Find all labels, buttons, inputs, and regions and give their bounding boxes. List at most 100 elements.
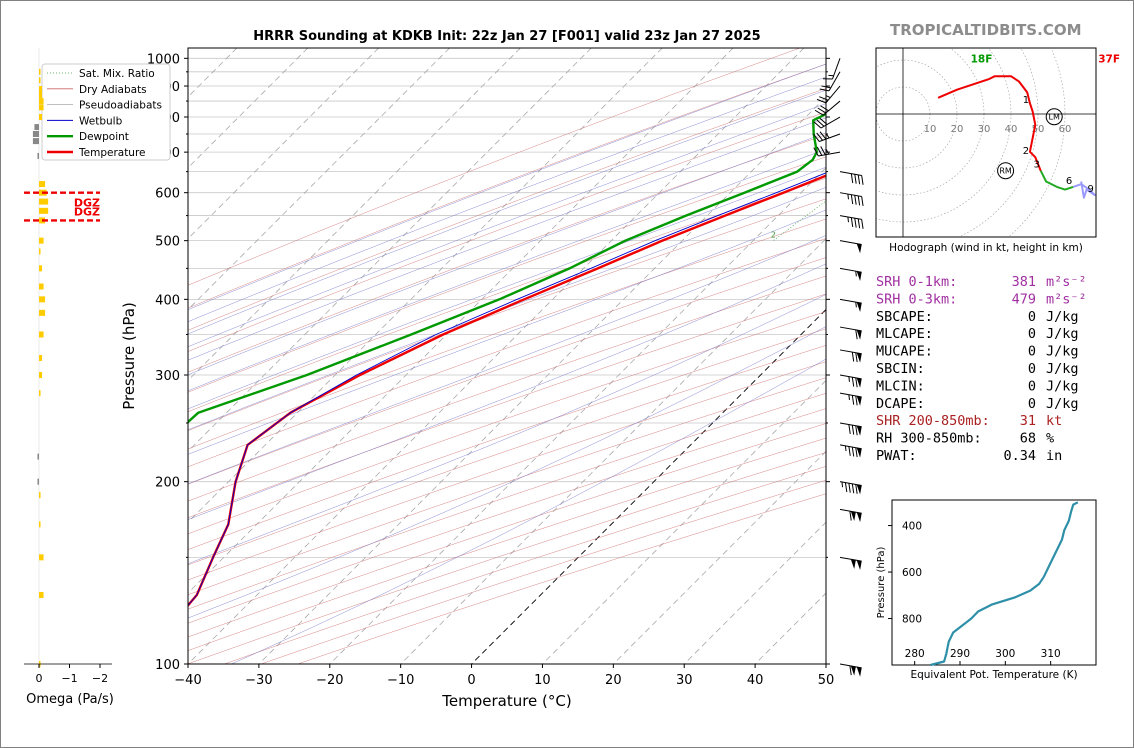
stat-value: 0 (1028, 309, 1036, 325)
y-tick-label: 400 (155, 293, 180, 308)
wind-barb-flag (850, 559, 856, 569)
storm-motion-label: RM (999, 167, 1012, 176)
stat-label: MLCIN: (876, 378, 925, 394)
stat-unit: m²s⁻² (1046, 274, 1087, 290)
wind-barb-feather (851, 395, 855, 405)
wind-barb-feather (851, 483, 855, 494)
wind-barb-feather (850, 217, 854, 228)
x-tick-label: 30 (676, 673, 693, 688)
wind-barb-feather (849, 511, 852, 521)
hodograph-height-label: 1 (1023, 95, 1029, 106)
theta-e-y-tick-label: 600 (902, 567, 922, 579)
hodograph-ring-label: 30 (978, 124, 991, 135)
wind-barb-feather (817, 107, 827, 114)
omega-bar (32, 130, 39, 137)
x-tick-label: −30 (245, 673, 272, 688)
isotherm (329, 167, 826, 664)
stat-value: 0 (1028, 361, 1036, 377)
mixing-ratio-line (899, 46, 1134, 241)
pseudoadiabat (188, 235, 826, 485)
mixing-ratio-label: 2 (771, 231, 776, 240)
wind-barb-feather (857, 174, 861, 185)
omega-bar (39, 309, 46, 316)
wind-barb-half-feather (825, 94, 831, 98)
legend-label: Pseudoadiabats (79, 100, 162, 112)
dry-adiabat (188, 257, 826, 485)
dry-adiabat (188, 328, 826, 550)
wind-barb-feather (813, 121, 822, 129)
y-tick-label: 100 (155, 658, 180, 673)
dry-adiabat (188, 218, 826, 450)
pseudoadiabat (188, 132, 826, 376)
wind-barb-flag (856, 302, 862, 312)
omega-bar (34, 124, 39, 131)
omega-bar (39, 554, 44, 561)
wind-barb (814, 100, 841, 116)
hodograph-ring-label: 10 (924, 124, 937, 135)
wind-barb (839, 267, 862, 281)
wind-barb-feather (844, 482, 848, 493)
wind-barb-feather (816, 98, 827, 104)
wind-barb-flag (856, 352, 862, 363)
stat-label: MUCAPE: (876, 344, 933, 360)
omega-bar (39, 265, 43, 272)
mixing-ratio-label: 36 (1050, 231, 1060, 240)
theta-e-x-tick-label: 310 (1041, 648, 1061, 660)
wind-barb-feather (855, 425, 858, 436)
x-axis-label: Temperature (°C) (441, 692, 571, 710)
omega-bar (39, 98, 44, 105)
dry-adiabat (188, 452, 826, 664)
dgz-label: DGZ (74, 197, 100, 210)
wind-barb (839, 240, 862, 254)
wind-barb-feather (854, 174, 857, 184)
omega-x-tick-label: 0 (36, 672, 43, 685)
omega-bar (39, 85, 43, 92)
pseudoadiabat (188, 89, 826, 335)
pseudoadiabat (188, 76, 826, 322)
wind-barb (813, 116, 841, 129)
mixing-ratio-line (773, 200, 826, 241)
wind-barb (813, 146, 841, 157)
theta-e-x-tick-label: 280 (905, 648, 925, 660)
wind-barb-flag (856, 396, 862, 406)
mixing-ratio-line (1055, 46, 1134, 241)
wind-barb (839, 481, 862, 495)
wind-barb-feather (861, 196, 864, 206)
stat-unit: kt (1046, 413, 1062, 429)
wind-barb (839, 556, 862, 570)
wind-barb-half-feather (847, 216, 849, 223)
hodograph-caption: Hodograph (wind in kt, height in km) (889, 242, 1083, 254)
omega-bar (39, 331, 44, 338)
stat-value: 0 (1028, 344, 1036, 360)
mixing-ratio-line (921, 46, 1134, 241)
dry-adiabat (188, 177, 826, 413)
dry-adiabat (188, 238, 826, 468)
isotherm (188, 48, 379, 240)
mixing-ratio-line (871, 46, 1134, 241)
omega-bar (39, 237, 44, 244)
dry-adiabat (188, 393, 826, 610)
pseudoadiabat (188, 209, 826, 455)
mixing-ratio-line (968, 46, 1134, 241)
stat-unit: % (1046, 431, 1054, 447)
wind-barb-staff (839, 326, 862, 332)
wind-barb (839, 663, 862, 677)
dry-adiabat (260, 479, 826, 664)
omega-bar (37, 453, 39, 460)
hodograph-ring-label: 50 (1032, 124, 1045, 135)
wind-barb (816, 85, 841, 104)
dry-adiabat (297, 493, 826, 664)
wind-barb (839, 326, 862, 340)
stat-unit: J/kg (1046, 326, 1079, 342)
wind-barb-staff (839, 215, 862, 220)
y-axis-label: Pressure (hPa) (120, 302, 138, 410)
wind-barb-feather (854, 195, 857, 205)
theta-e-y-tick-label: 800 (902, 614, 922, 626)
hodograph-ring-label: 60 (1059, 124, 1072, 135)
wind-barb (839, 215, 864, 229)
hodograph-height-label: 9 (1088, 184, 1094, 195)
isotherm (188, 48, 450, 311)
isotherm (0, 48, 24, 664)
